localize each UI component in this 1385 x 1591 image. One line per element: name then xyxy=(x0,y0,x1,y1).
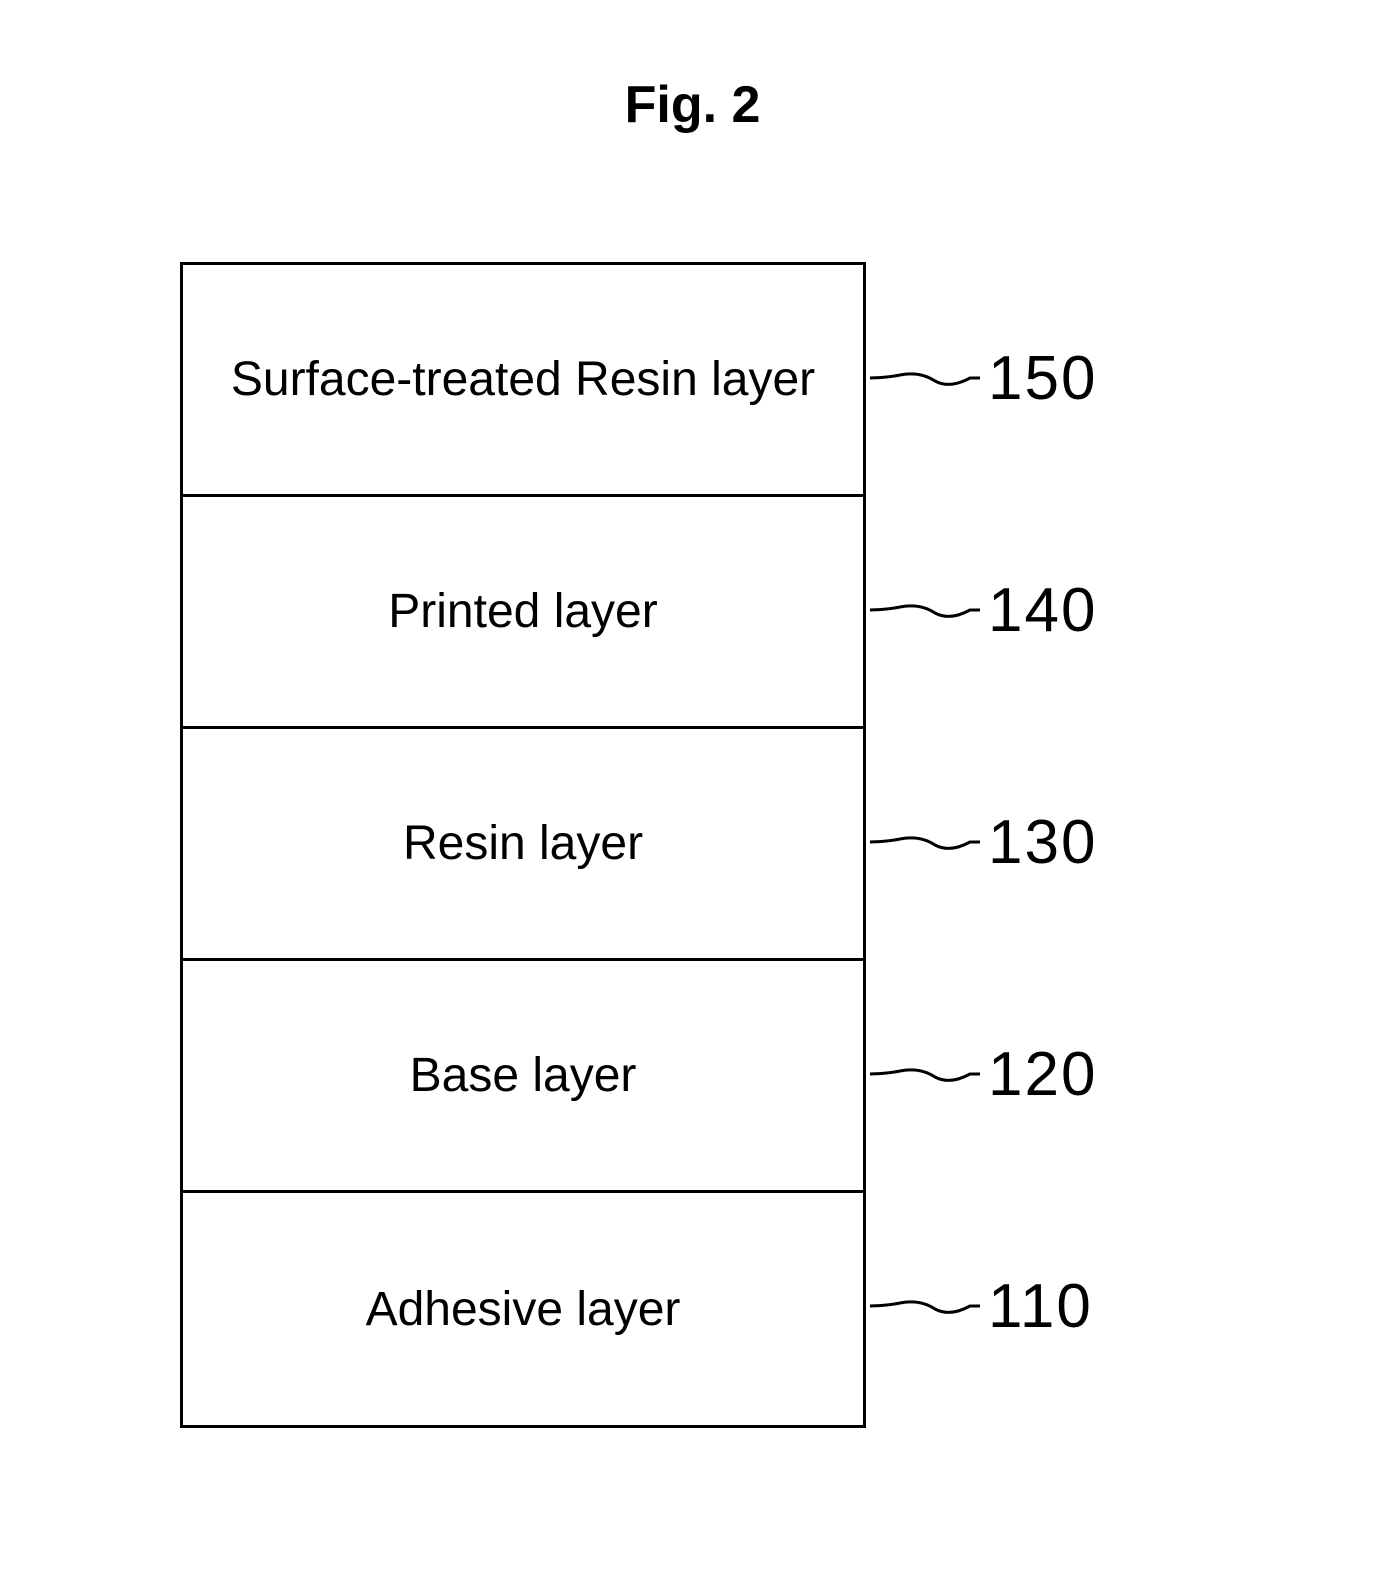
label-number: 130 xyxy=(988,807,1097,878)
label-row-110: 110 xyxy=(870,1190,1097,1422)
connector-icon xyxy=(870,353,980,403)
connector-icon xyxy=(870,1049,980,1099)
label-row-120: 120 xyxy=(870,958,1097,1190)
label-number: 110 xyxy=(988,1271,1093,1342)
connector-icon xyxy=(870,585,980,635)
connector-icon xyxy=(870,1281,980,1331)
layer-text: Base layer xyxy=(410,1048,637,1103)
diagram-container: Surface-treated Resin layer Printed laye… xyxy=(180,262,866,1428)
layer-text: Adhesive layer xyxy=(366,1282,681,1337)
label-row-130: 130 xyxy=(870,726,1097,958)
layer-stack: Surface-treated Resin layer Printed laye… xyxy=(180,262,866,1428)
connector-icon xyxy=(870,817,980,867)
layer-text: Resin layer xyxy=(403,816,643,871)
layer-resin: Resin layer xyxy=(183,729,863,961)
label-number: 150 xyxy=(988,343,1097,414)
label-row-140: 140 xyxy=(870,494,1097,726)
layer-text: Printed layer xyxy=(388,584,657,639)
label-row-150: 150 xyxy=(870,262,1097,494)
figure-title: Fig. 2 xyxy=(625,75,761,135)
layer-base: Base layer xyxy=(183,961,863,1193)
layer-printed: Printed layer xyxy=(183,497,863,729)
label-number: 140 xyxy=(988,575,1097,646)
layer-surface-treated-resin: Surface-treated Resin layer xyxy=(183,265,863,497)
labels-container: 150 140 130 120 110 xyxy=(870,262,1097,1422)
layer-text: Surface-treated Resin layer xyxy=(231,352,815,407)
label-number: 120 xyxy=(988,1039,1097,1110)
layer-adhesive: Adhesive layer xyxy=(183,1193,863,1425)
